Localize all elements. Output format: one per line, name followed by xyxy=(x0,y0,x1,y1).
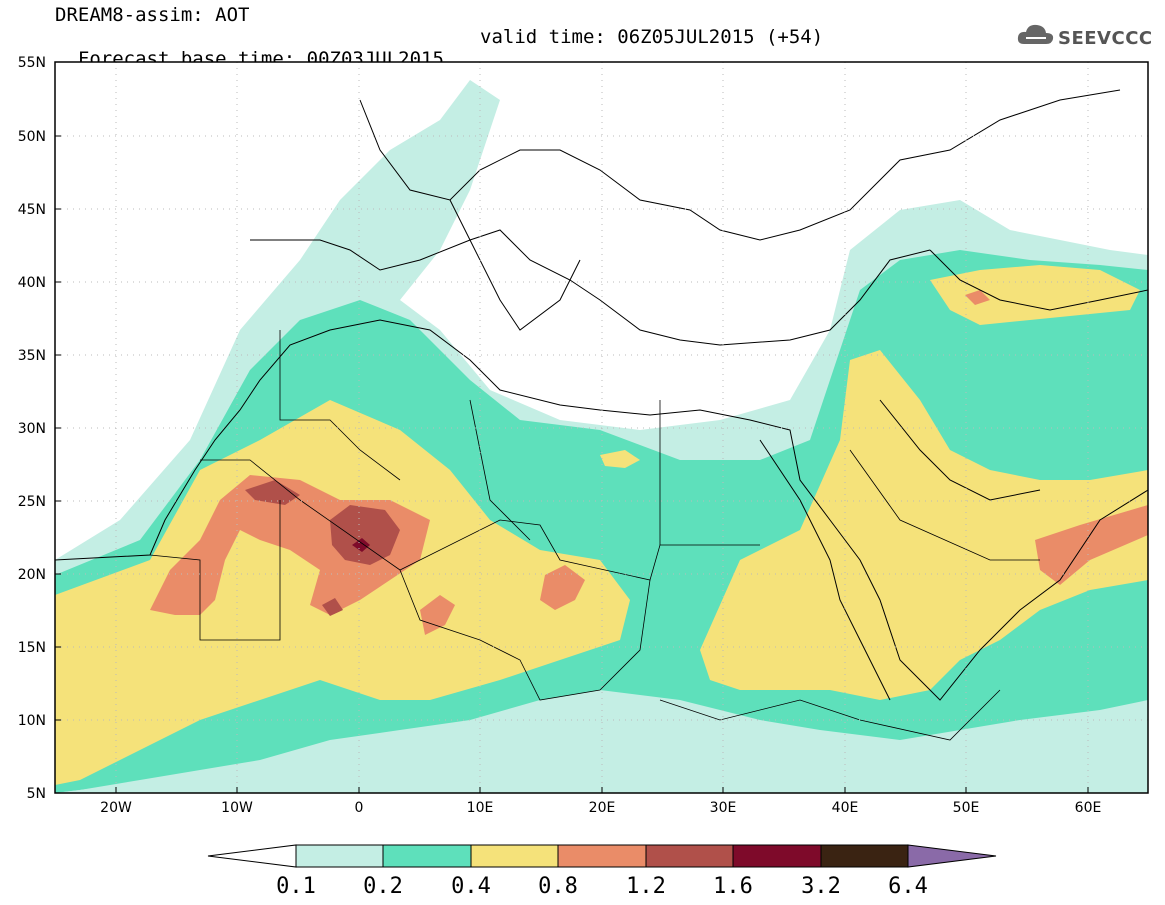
map-title: DREAM8-assim: AOT xyxy=(55,4,250,26)
lon-label: 40E xyxy=(832,800,859,816)
aot-field xyxy=(55,62,1148,793)
lat-axis xyxy=(55,61,61,794)
aot-band-0.4 xyxy=(600,450,640,468)
lon-label: 50E xyxy=(953,800,980,816)
colorbar-label: 0.2 xyxy=(363,874,403,899)
colorbar-under-arrow xyxy=(207,844,297,868)
aot-band-0.8 xyxy=(965,290,990,305)
lat-label: 10N xyxy=(18,713,46,729)
lat-label: 5N xyxy=(27,786,46,802)
colorbar-swatch xyxy=(382,844,472,868)
coastlines xyxy=(55,89,1148,701)
lat-label: 20N xyxy=(18,567,46,583)
aot-band-1.2 xyxy=(245,480,300,505)
colorbar-label: 1.6 xyxy=(713,874,753,899)
colorbar-over-arrow xyxy=(907,844,997,868)
aot-band-0.8 xyxy=(1035,505,1148,585)
lon-label: 30E xyxy=(710,800,737,816)
lat-label: 35N xyxy=(18,348,46,364)
lat-label: 45N xyxy=(18,202,46,218)
colorbar-swatch xyxy=(820,844,909,868)
colorbar-label: 6.4 xyxy=(888,874,928,899)
aot-band-1.2 xyxy=(330,505,400,565)
lat-label: 25N xyxy=(18,494,46,510)
lon-label: 20E xyxy=(589,800,616,816)
colorbar-swatch xyxy=(295,844,384,868)
colorbar-label: 0.1 xyxy=(276,874,316,899)
lon-axis xyxy=(115,787,1089,793)
lon-label: 0 xyxy=(355,800,364,816)
cloud-icon xyxy=(1017,24,1054,44)
colorbar-label: 1.2 xyxy=(626,874,666,899)
aot-band-1.6 xyxy=(352,538,370,552)
valid-time: valid time: 06Z05JUL2015 (+54) xyxy=(480,26,824,48)
aot-band-0.4 xyxy=(930,265,1140,325)
seevccc-logo: SEEVCCC xyxy=(1016,20,1156,56)
lat-label: 40N xyxy=(18,275,46,291)
colorbar-label: 0.4 xyxy=(451,874,491,899)
lon-label: 60E xyxy=(1075,800,1102,816)
aot-band-0.8 xyxy=(540,565,585,610)
country-borders xyxy=(149,330,1040,741)
lon-label: 10E xyxy=(467,800,494,816)
logo-text: SEEVCCC xyxy=(1058,28,1153,49)
colorbar-swatch xyxy=(645,844,734,868)
aot-band-0.4 xyxy=(700,350,1148,700)
colorbar-swatch xyxy=(470,844,559,868)
colorbar-swatch xyxy=(557,844,647,868)
aot-band-0.1 xyxy=(55,735,840,793)
aot-band-1.2 xyxy=(322,598,343,616)
lat-label: 15N xyxy=(18,640,46,656)
aot-band-0.8 xyxy=(420,595,455,635)
lon-label: 20W xyxy=(100,800,132,816)
lat-label: 50N xyxy=(18,129,46,145)
colorbar-swatch xyxy=(732,844,822,868)
colorbar-label: 0.8 xyxy=(538,874,578,899)
lon-label: 10W xyxy=(221,800,253,816)
lat-label: 55N xyxy=(18,55,46,71)
colorbar xyxy=(207,844,997,868)
colorbar-label: 3.2 xyxy=(801,874,841,899)
graticule xyxy=(55,62,1148,793)
lat-label: 30N xyxy=(18,421,46,437)
